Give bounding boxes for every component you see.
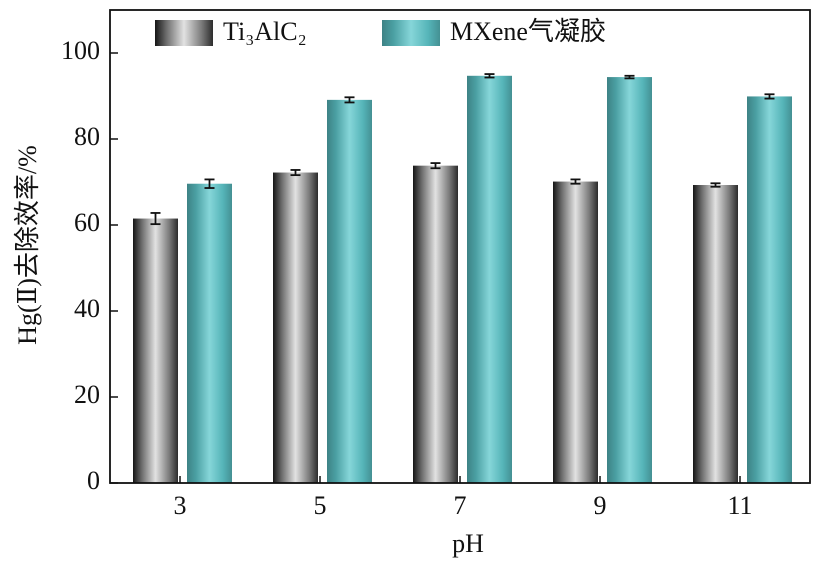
bar [693, 185, 738, 483]
bar [747, 96, 792, 484]
x-tick-label: 5 [314, 491, 327, 520]
error-bar [290, 169, 301, 177]
error-bar [570, 178, 581, 185]
plot-frame [109, 9, 811, 484]
y-tick-label: 100 [61, 36, 100, 65]
bar [413, 165, 458, 483]
legend-swatch [382, 20, 440, 46]
legend-swatch [155, 20, 213, 46]
error-bar [344, 96, 355, 104]
x-tick-label: 3 [174, 491, 187, 520]
error-bar [430, 162, 441, 170]
bar [553, 181, 598, 483]
bar [607, 77, 652, 483]
bar [133, 218, 178, 484]
y-tick-label: 20 [74, 380, 100, 409]
x-tick-label: 11 [727, 491, 752, 520]
x-tick-label: 9 [594, 491, 607, 520]
bar [187, 183, 232, 483]
bar [467, 75, 512, 483]
error-bar [204, 178, 215, 189]
x-axis-label: pH [452, 529, 484, 558]
error-bar [764, 93, 775, 100]
y-tick-label: 40 [74, 294, 100, 323]
y-tick-label: 0 [87, 466, 100, 495]
error-bar [710, 182, 721, 188]
bar [327, 99, 372, 484]
y-axis-label: Hg(Ⅱ)去除效率/% [13, 145, 42, 345]
error-bar [624, 74, 635, 80]
legend-label: Ti₃AlC₂ [223, 17, 307, 46]
legend-label: MXene气凝胶 [450, 17, 606, 46]
error-bar [484, 73, 495, 79]
x-tick-label: 7 [454, 491, 467, 520]
error-bar [150, 212, 161, 226]
y-tick-label: 80 [74, 122, 100, 151]
bar [273, 172, 318, 484]
y-tick-label: 60 [74, 208, 100, 237]
